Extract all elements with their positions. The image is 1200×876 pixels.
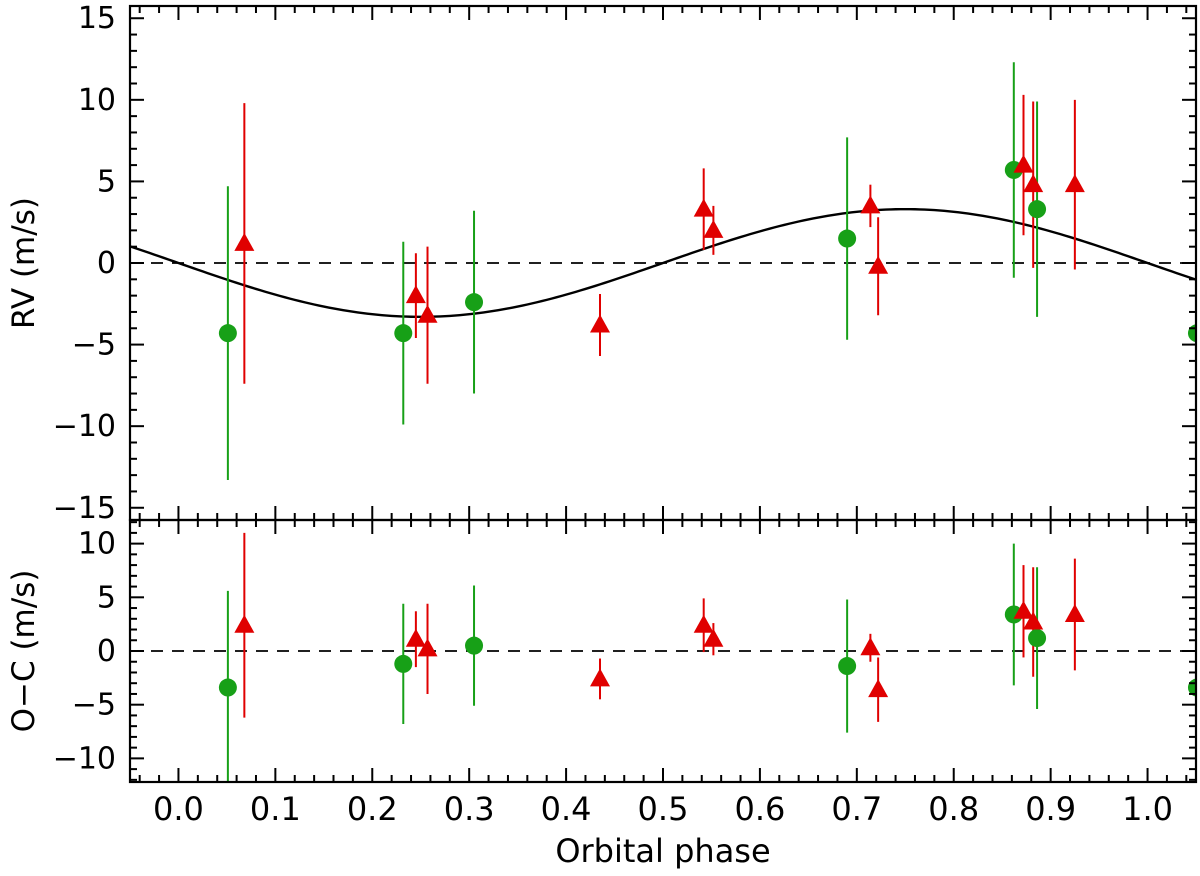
x-tick-label: 1.0 <box>1122 790 1173 828</box>
x-tick-label: 0.9 <box>1025 790 1076 828</box>
markers-red-triangles <box>234 600 1085 698</box>
triangle-marker <box>703 628 724 647</box>
x-tick-label: 0.5 <box>638 790 689 828</box>
y-axis-title-oc: O−C (m/s) <box>6 570 42 733</box>
y-tick-label: −15 <box>53 491 116 526</box>
x-tick-label: 0.0 <box>153 790 204 828</box>
circle-marker <box>1004 605 1023 624</box>
x-tick-label: 0.2 <box>347 790 398 828</box>
y-tick-label: 10 <box>78 527 116 562</box>
y-tick-label: −5 <box>72 688 116 723</box>
x-tick-label: 0.3 <box>444 790 495 828</box>
x-axis-title: Orbital phase <box>555 832 770 870</box>
axis-ticks-oc <box>130 520 1196 782</box>
triangle-marker <box>1023 174 1044 193</box>
x-tick-label: 0.1 <box>250 790 301 828</box>
triangle-marker <box>703 219 724 238</box>
triangle-marker <box>234 614 255 633</box>
y-tick-label: −10 <box>53 741 116 776</box>
triangle-marker <box>693 614 714 633</box>
y-tick-label: 5 <box>97 580 116 615</box>
markers-green-circles <box>218 605 1196 697</box>
axis-ticks-rv <box>130 6 1196 520</box>
panel-data-rv <box>130 62 1196 481</box>
circle-marker <box>394 324 413 343</box>
triangle-marker <box>1064 603 1085 622</box>
y-tick-label: 0 <box>97 246 116 281</box>
y-tick-label: 10 <box>78 83 116 118</box>
circle-marker <box>1028 629 1047 648</box>
x-tick-label: 0.7 <box>831 790 882 828</box>
error-bars-red-triangles <box>243 94 1076 384</box>
triangle-marker <box>860 195 881 214</box>
triangle-marker <box>234 232 255 251</box>
markers-red-triangles <box>234 154 1085 333</box>
triangle-marker <box>405 285 426 304</box>
circle-marker <box>394 654 413 673</box>
error-bars-green-circles <box>226 543 1196 782</box>
triangle-marker <box>417 638 438 657</box>
circle-marker <box>838 229 857 248</box>
triangle-marker <box>1013 600 1034 619</box>
circle-marker <box>1028 200 1047 219</box>
markers-green-circles <box>218 160 1196 343</box>
circle-marker <box>465 636 484 655</box>
panel-data-oc <box>130 532 1196 782</box>
triangle-marker <box>1064 174 1085 193</box>
triangle-marker <box>405 628 426 647</box>
triangle-marker <box>860 637 881 656</box>
x-tick-label: 0.8 <box>928 790 979 828</box>
triangle-marker <box>693 198 714 217</box>
triangle-marker <box>590 668 611 687</box>
triangle-marker <box>417 304 438 323</box>
triangle-marker <box>868 679 889 698</box>
triangle-marker <box>868 255 889 274</box>
y-tick-label: −5 <box>72 328 116 363</box>
y-tick-label: 0 <box>97 634 116 669</box>
model-curve <box>130 207 1196 319</box>
error-bars-green-circles <box>226 62 1196 481</box>
circle-marker <box>465 293 484 312</box>
y-tick-label: 15 <box>78 1 116 36</box>
circle-marker <box>218 324 237 343</box>
circle-marker <box>218 678 237 697</box>
circle-marker <box>1187 324 1196 343</box>
circle-marker <box>838 657 857 676</box>
triangle-marker <box>1023 611 1044 630</box>
x-tick-label: 0.4 <box>541 790 592 828</box>
triangle-marker <box>590 314 611 333</box>
y-tick-label: −10 <box>53 409 116 444</box>
y-tick-label: 5 <box>97 164 116 199</box>
triangle-marker <box>1013 154 1034 173</box>
error-bars-red-triangles <box>243 532 1076 722</box>
y-axis-title-rv: RV (m/s) <box>6 197 42 329</box>
x-tick-label: 0.6 <box>734 790 785 828</box>
